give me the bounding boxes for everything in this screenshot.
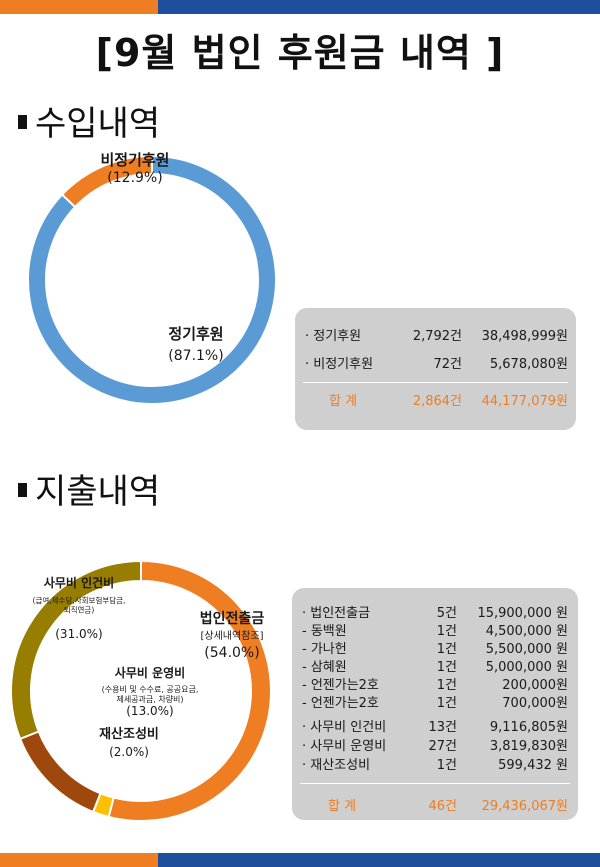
expense-heading-text: 지출내역 (35, 472, 161, 512)
row-count: 27건 (428, 739, 457, 754)
income-label-regular: 정기후원 (168, 325, 223, 343)
income-section-heading: 수입내역 (18, 96, 160, 145)
row-count: 1건 (436, 758, 457, 773)
income-label-irregular: 비정기후원 (100, 151, 169, 169)
row-amount: 3,819,830원 (489, 739, 568, 754)
bottom-bar-blue (158, 853, 600, 867)
page-title: [9월 법인 후원금 내역 ] (95, 31, 505, 75)
expense-sub-personnel: (급여,제수당,사회보험부담금, 퇴직연금) (33, 595, 126, 614)
expense-pct-personnel: (31.0%) (55, 627, 102, 641)
bottom-bar-orange (0, 853, 158, 867)
row-count: 2,792건 (412, 329, 462, 344)
income-heading-text: 수입내역 (35, 104, 161, 144)
total-label: 합 계 (329, 394, 358, 409)
expense-sub-transfer: [상세내역참조] (200, 630, 263, 642)
row-label: - 언젠가는2호 (302, 696, 379, 711)
row-amount: 15,900,000 원 (477, 606, 568, 621)
expense-label-operating: 사무비 운영비 (115, 665, 185, 680)
row-label: - 동백원 (302, 624, 347, 639)
expense-donut-chart: 법인전출금 [상세내역참조] (54.0%) 사무비 인건비 (급여,제수당,사… (10, 559, 272, 822)
row-amount: 5,500,000 원 (485, 642, 568, 657)
expense-pct-operating: (13.0%) (126, 704, 173, 718)
expense-sub-operating: (수용비 및 수수료, 공공요금, 제세공과금, 차량비) (102, 684, 199, 704)
total-count: 46건 (428, 799, 457, 814)
income-pct-irregular: (12.9%) (107, 170, 162, 186)
expense-slice-3 (10, 559, 142, 741)
row-label: · 사무비 인건비 (302, 720, 387, 735)
expense-pct-transfer: (54.0%) (204, 645, 259, 661)
row-amount: 38,498,999원 (481, 329, 568, 344)
total-amount: 44,177,079원 (481, 394, 568, 409)
row-amount: 200,000원 (502, 678, 568, 693)
income-pct-regular: (87.1%) (168, 348, 223, 364)
top-bar-blue (158, 0, 600, 14)
income-donut-chart: 비정기후원 (12.9%) 정기후원 (87.1%) (27, 151, 277, 405)
square-bullet-icon (18, 114, 27, 129)
row-label: · 정기후원 (305, 329, 362, 344)
row-count: 1건 (436, 696, 457, 711)
row-amount: 700,000원 (502, 696, 568, 711)
income-total-divider (303, 382, 568, 383)
row-amount: 4,500,000 원 (485, 624, 568, 639)
top-color-bar (0, 0, 600, 14)
row-count: 1건 (436, 660, 457, 675)
row-amount: 599,432 원 (498, 758, 568, 773)
total-count: 2,864건 (412, 394, 462, 409)
expense-pct-property: (2.0%) (109, 745, 149, 759)
expense-summary-box: · 법인전출금 5건 15,900,000 원 - 동백원 1건 4,500,000 원 -… (292, 588, 578, 820)
income-slice-0 (27, 154, 277, 405)
bottom-color-bar (0, 853, 600, 867)
row-label: - 언젠가는2호 (302, 678, 379, 693)
top-bar-orange (0, 0, 158, 14)
row-label: · 법인전출금 (302, 606, 371, 621)
expense-slice-2 (18, 730, 102, 814)
row-count: 72건 (433, 357, 462, 372)
row-amount: 9,116,805원 (489, 720, 568, 735)
row-amount: 5,678,080원 (489, 357, 568, 372)
row-label: - 가나헌 (302, 642, 347, 657)
total-label: 합 계 (328, 799, 357, 814)
expense-label-property: 재산조성비 (99, 726, 159, 742)
row-count: 13건 (428, 720, 457, 735)
expense-label-personnel: 사무비 인건비 (44, 575, 114, 590)
expense-total-divider (300, 783, 570, 784)
income-summary-box: · 정기후원 2,792건 38,498,999원 · 비정기후원 72건 5,… (295, 308, 576, 430)
row-count: 5건 (436, 606, 457, 621)
row-label: · 비정기후원 (305, 357, 374, 372)
total-amount: 29,436,067원 (481, 799, 568, 814)
square-bullet-icon (18, 482, 27, 497)
row-count: 1건 (436, 624, 457, 639)
income-slice-1 (60, 154, 153, 209)
row-count: 1건 (436, 642, 457, 657)
expense-label-transfer: 법인전출금 (200, 610, 265, 627)
row-label: - 삼혜원 (302, 660, 347, 675)
row-label: · 재산조성비 (302, 758, 371, 773)
row-amount: 5,000,000 원 (485, 660, 568, 675)
row-count: 1건 (436, 678, 457, 693)
row-label: · 사무비 운영비 (302, 739, 387, 754)
expense-section-heading: 지출내역 (18, 464, 160, 513)
